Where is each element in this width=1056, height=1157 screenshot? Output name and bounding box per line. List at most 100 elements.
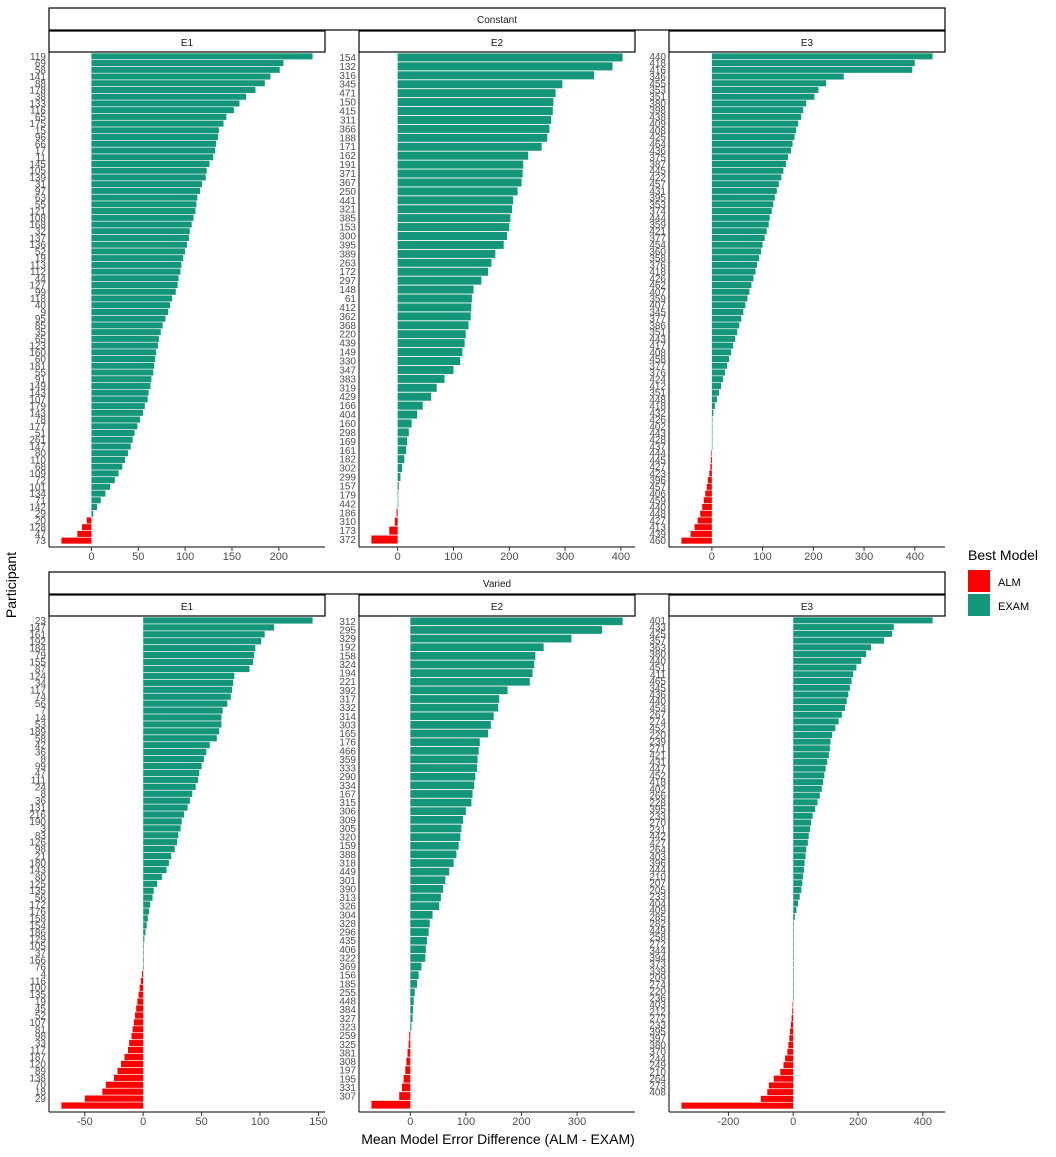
y-tick-label: 408 bbox=[649, 126, 666, 137]
y-tick-label: 351 bbox=[649, 388, 666, 399]
y-tick-label: 89 bbox=[35, 1066, 47, 1077]
y-tick-label: 428 bbox=[649, 435, 666, 446]
y-tick-label: 315 bbox=[339, 798, 356, 809]
y-tick-label: 310 bbox=[339, 517, 356, 528]
y-tick-label: 367 bbox=[339, 178, 356, 189]
bar bbox=[711, 53, 933, 60]
bar bbox=[768, 1082, 794, 1089]
bar bbox=[787, 1048, 794, 1055]
bar bbox=[711, 167, 784, 174]
y-tick-label: 445 bbox=[649, 166, 666, 177]
bar bbox=[91, 503, 98, 511]
bar bbox=[711, 160, 786, 168]
bar bbox=[139, 984, 144, 991]
y-tick-label: 285 bbox=[649, 912, 666, 923]
facet-strip-label-varied: Varied bbox=[483, 579, 511, 590]
y-tick-label: 228 bbox=[649, 798, 666, 809]
bar bbox=[124, 1053, 144, 1061]
bar bbox=[711, 295, 748, 302]
y-tick-label: 45 bbox=[35, 1004, 47, 1015]
y-tick-label: 321 bbox=[339, 205, 356, 216]
y-tick-label: 453 bbox=[649, 703, 666, 714]
y-tick-label: 160 bbox=[29, 348, 46, 359]
bar bbox=[397, 80, 563, 89]
panel-constant-e2: 1541323163454711504153113661881711621913… bbox=[339, 51, 635, 563]
y-tick-label: 195 bbox=[339, 1074, 356, 1085]
bar bbox=[406, 1057, 411, 1066]
bar bbox=[711, 80, 827, 87]
bar bbox=[91, 194, 198, 201]
y-tick-label: 165 bbox=[339, 729, 356, 740]
y-tick-label: 443 bbox=[649, 334, 666, 345]
bar bbox=[793, 664, 857, 671]
bar bbox=[410, 893, 441, 902]
y-tick-label: 359 bbox=[339, 755, 356, 766]
y-tick-label: 395 bbox=[649, 193, 666, 204]
bar bbox=[711, 181, 779, 188]
y-tick-label: 452 bbox=[649, 724, 666, 735]
y-tick-label: 205 bbox=[649, 885, 666, 896]
y-tick-label: 179 bbox=[29, 402, 46, 413]
bar bbox=[397, 365, 454, 374]
bar bbox=[790, 1021, 794, 1028]
x-tick-label: 400 bbox=[612, 551, 630, 563]
bar bbox=[143, 915, 148, 922]
x-tick-label: 300 bbox=[855, 551, 873, 563]
bar bbox=[397, 312, 471, 321]
bar bbox=[91, 295, 173, 302]
bar bbox=[91, 107, 234, 114]
y-tick-label: 409 bbox=[649, 119, 666, 130]
y-tick-label: 36 bbox=[35, 748, 47, 759]
y-tick-label: 185 bbox=[339, 979, 356, 990]
y-tick-label: 403 bbox=[649, 1000, 666, 1011]
bar bbox=[143, 686, 232, 693]
bar bbox=[397, 89, 556, 98]
bar bbox=[91, 86, 256, 94]
y-tick-label: 121 bbox=[29, 207, 46, 218]
bar bbox=[773, 1075, 794, 1082]
y-tick-label: 306 bbox=[339, 807, 356, 818]
y-tick-label: 98 bbox=[35, 1032, 47, 1043]
panel-varied-e2: 3122953291921583241942213923173323143031… bbox=[339, 615, 635, 1128]
bar bbox=[711, 187, 777, 194]
y-tick-label: 440 bbox=[649, 52, 666, 63]
bar bbox=[397, 401, 423, 410]
y-tick-label: 143 bbox=[29, 388, 46, 399]
x-tick-label: 150 bbox=[309, 1116, 327, 1128]
bar bbox=[143, 818, 182, 825]
bar bbox=[711, 154, 788, 161]
y-tick-label: 457 bbox=[649, 180, 666, 191]
bar bbox=[793, 994, 794, 1001]
bar bbox=[143, 714, 222, 721]
y-tick-label: 172 bbox=[29, 900, 46, 911]
y-tick-label: 78 bbox=[35, 415, 47, 426]
bar bbox=[711, 268, 756, 275]
y-tick-label: 162 bbox=[339, 151, 356, 162]
y-tick-label: 73 bbox=[35, 536, 47, 547]
facet-strip-constant bbox=[48, 7, 946, 31]
y-tick-label: 4 bbox=[40, 969, 46, 980]
bar bbox=[793, 988, 794, 995]
bar bbox=[410, 1014, 413, 1023]
bar bbox=[143, 651, 255, 659]
y-tick-label: 390 bbox=[339, 884, 356, 895]
bar bbox=[793, 738, 831, 745]
bar bbox=[711, 120, 799, 127]
y-tick-label: 371 bbox=[339, 169, 356, 180]
bar bbox=[91, 342, 158, 349]
bar bbox=[91, 423, 138, 430]
bar bbox=[791, 1014, 794, 1022]
bar bbox=[793, 677, 852, 685]
y-tick-label: 406 bbox=[339, 945, 356, 956]
y-tick-label: 304 bbox=[339, 910, 356, 921]
bar bbox=[697, 517, 712, 524]
bar bbox=[681, 1102, 794, 1109]
y-tick-label: 402 bbox=[649, 422, 666, 433]
y-tick-label: 421 bbox=[649, 227, 666, 238]
x-tick-label: 100 bbox=[444, 551, 462, 563]
y-tick-label: 466 bbox=[339, 746, 356, 757]
bar bbox=[410, 617, 623, 626]
bar bbox=[113, 1074, 144, 1081]
legend-key-alm bbox=[968, 570, 990, 592]
y-tick-label: 464 bbox=[649, 139, 666, 150]
